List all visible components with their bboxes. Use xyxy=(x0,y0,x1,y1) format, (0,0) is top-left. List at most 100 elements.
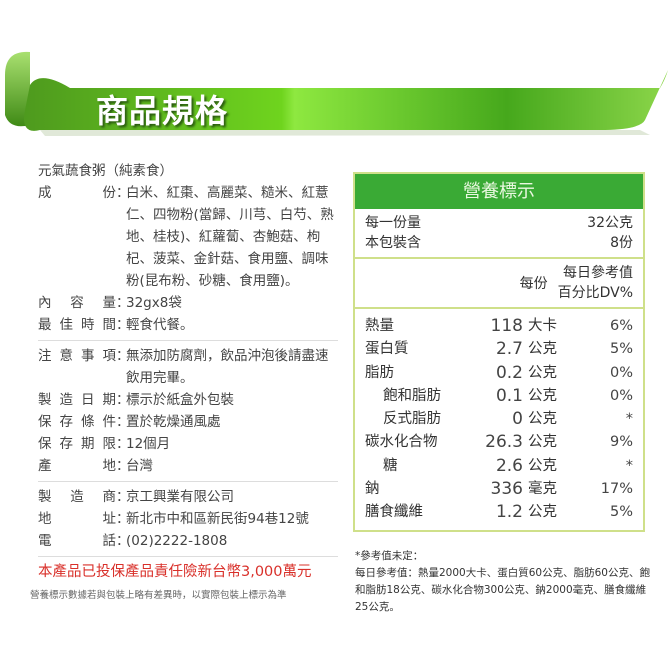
colon: ： xyxy=(116,317,130,333)
spec-row: 保存期限： 12個月 xyxy=(38,433,338,455)
servings-value: 8份 xyxy=(610,235,633,251)
spec-value: 32gx8袋 xyxy=(126,295,182,311)
nutrient-name: 反式脂肪 xyxy=(383,411,441,428)
colon: ： xyxy=(116,436,130,452)
nutrient-unit: 公克 xyxy=(528,434,557,451)
nutrient-value: 0.1 xyxy=(495,385,523,406)
nutrient-value: 0.2 xyxy=(495,362,523,383)
nutrient-name: 蛋白質 xyxy=(365,341,409,358)
nutrition-title: 營養標示 xyxy=(355,174,643,209)
nutrient-value: 26.3 xyxy=(485,432,523,453)
nutrient-unit: 公克 xyxy=(528,457,557,474)
spec-label: 最佳時間 xyxy=(38,317,116,333)
nutrient-name: 熱量 xyxy=(365,318,394,334)
colon: ： xyxy=(116,458,130,474)
spec-row: 製造商：京工興業有限公司 xyxy=(38,486,338,508)
nutrient-unit: 公克 xyxy=(528,411,557,428)
spec-label: 製造日期 xyxy=(38,392,116,408)
colon: ： xyxy=(116,511,130,527)
nutrient-row: 脂肪 0.2 公克 0% xyxy=(365,362,633,385)
spec-row: 電 話： (02)2222-1808 xyxy=(38,530,338,552)
nutrient-unit: 大卡 xyxy=(528,318,557,334)
ref-note: *參考值未定： xyxy=(355,550,424,562)
spec-value: 京工興業有限公司 xyxy=(126,489,234,505)
nutrient-dv: 5% xyxy=(609,341,633,358)
spec-label: 製造商 xyxy=(38,489,116,505)
nutrient-dv: 6% xyxy=(609,318,633,334)
nutrient-name: 鈉 xyxy=(365,481,380,498)
spec-label: 注意事項 xyxy=(38,348,116,364)
column-headers: 每份 每日參考值 百分比DV% xyxy=(355,259,643,309)
product-name: 元氣蔬食粥（純素食） xyxy=(38,163,173,179)
spec-row: 成 份：白米、紅棗、高麗菜、糙米、紅薏仁、四物粉(當歸、川芎、白芍、熟地、桂枝)… xyxy=(38,182,338,292)
spec-value: 白米、紅棗、高麗菜、糙米、紅薏仁、四物粉(當歸、川芎、白芍、熟地、桂枝)、紅蘿蔔… xyxy=(126,185,334,289)
green-ribbon-banner xyxy=(5,51,668,136)
colon: ： xyxy=(116,295,130,311)
spec-value: 置於乾燥通風處 xyxy=(126,414,221,430)
insurance-notice: 本產品已投保產品責任險新台幣3,000萬元 xyxy=(38,564,312,580)
disclaimer: 營養標示數據若與包裝上略有差異時，以實際包裝上標示為準 xyxy=(30,590,287,601)
nutrient-row: 蛋白質 2.7 公克 5% xyxy=(365,338,633,361)
nutrient-dv: 17% xyxy=(600,481,633,498)
spec-row: 內容量： 32gx8袋 xyxy=(38,292,338,314)
nutrient-value: 1.2 xyxy=(495,502,523,523)
nutrient-dv: 0% xyxy=(609,364,633,381)
dv-header-1: 每日參考值 xyxy=(563,265,633,281)
spec-row: 最佳時間：輕食代餐。 xyxy=(38,314,338,336)
spec-label: 地 址 xyxy=(38,511,116,527)
section-title: 商品規格 xyxy=(96,92,229,130)
nutrient-row: 反式脂肪 0 公克 * xyxy=(365,408,633,431)
nutrient-dv: 5% xyxy=(609,504,633,521)
spec-label: 保存期限 xyxy=(38,436,116,452)
nutrient-row: 熱量 118 大卡 6% xyxy=(365,315,633,338)
spec-value: 台灣 xyxy=(126,458,153,474)
nutrition-facts-table: 營養標示 每一份量 32公克 本包裝含 8份 每份 每日參考值 百分比DV% 熱量 11… xyxy=(353,172,645,532)
divider xyxy=(38,340,338,341)
nutrient-dv: * xyxy=(625,457,633,474)
per-serving-header: 每份 xyxy=(519,276,548,292)
nutrient-dv: * xyxy=(625,411,633,428)
spec-row: 注意事項：無添加防腐劑，飲品沖泡後請盡速飲用完畢。 xyxy=(38,345,338,389)
nutrient-value: 0 xyxy=(512,409,523,430)
nutrient-unit: 公克 xyxy=(528,364,557,381)
nutrient-name: 膳食纖維 xyxy=(365,504,423,521)
spec-label: 產 地 xyxy=(38,458,116,474)
nutrient-name: 脂肪 xyxy=(365,364,394,381)
nutrient-unit: 公克 xyxy=(528,387,557,404)
servings-label: 本包裝含 xyxy=(365,235,421,251)
colon: ： xyxy=(116,533,130,549)
nutrient-unit: 毫克 xyxy=(528,481,557,498)
nutrient-unit: 公克 xyxy=(528,341,557,358)
colon: ： xyxy=(116,392,130,408)
nutrient-row: 飽和脂肪 0.1 公克 0% xyxy=(365,385,633,408)
colon: ： xyxy=(116,348,130,364)
spec-value: 標示於紙盒外包裝 xyxy=(126,392,234,408)
divider xyxy=(38,556,338,557)
nutrient-rows: 熱量 118 大卡 6% 蛋白質 2.7 公克 5% 脂肪 0.2 公克 0% 飽和脂肪 0.1 公克 0% 反… xyxy=(355,309,643,525)
spec-label: 電 話 xyxy=(38,533,116,549)
nutrient-dv: 9% xyxy=(609,434,633,451)
nutrient-name: 糖 xyxy=(383,457,398,474)
spec-label: 保存條件 xyxy=(38,414,116,430)
ref-text: 每日參考值：熱量2000大卡、蛋白質60公克、脂肪60公克、飽和脂肪18公克、碳… xyxy=(355,567,650,613)
spec-row: 地 址：新北市中和區新民街94巷12號 xyxy=(38,508,338,530)
nutrient-row: 碳水化合物 26.3 公克 9% xyxy=(365,431,633,454)
spec-row: 保存條件：置於乾燥通風處 xyxy=(38,411,338,433)
nutrient-row: 鈉 336 毫克 17% xyxy=(365,478,633,501)
product-specs: 元氣蔬食粥（純素食） 成 份：白米、紅棗、高麗菜、糙米、紅薏仁、四物粉(當歸、川… xyxy=(30,160,338,607)
reference-note: *參考值未定： 每日參考值：熱量2000大卡、蛋白質60公克、脂肪60公克、飽和… xyxy=(355,548,655,616)
nutrient-value: 2.6 xyxy=(495,455,523,476)
spec-value: (02)2222-1808 xyxy=(126,533,228,549)
spec-value: 無添加防腐劑，飲品沖泡後請盡速飲用完畢。 xyxy=(126,348,329,386)
spec-label: 成 份 xyxy=(38,185,116,201)
serving-value: 32公克 xyxy=(587,215,633,231)
spec-value: 12個月 xyxy=(126,436,171,452)
serving-info: 每一份量 32公克 本包裝含 8份 xyxy=(355,209,643,259)
nutrient-dv: 0% xyxy=(609,387,633,404)
nutrient-name: 飽和脂肪 xyxy=(383,387,441,404)
nutrient-row: 膳食纖維 1.2 公克 5% xyxy=(365,501,633,524)
nutrient-value: 118 xyxy=(490,316,523,336)
divider xyxy=(38,481,338,482)
colon: ： xyxy=(116,414,130,430)
nutrient-row: 糖 2.6 公克 * xyxy=(365,455,633,478)
